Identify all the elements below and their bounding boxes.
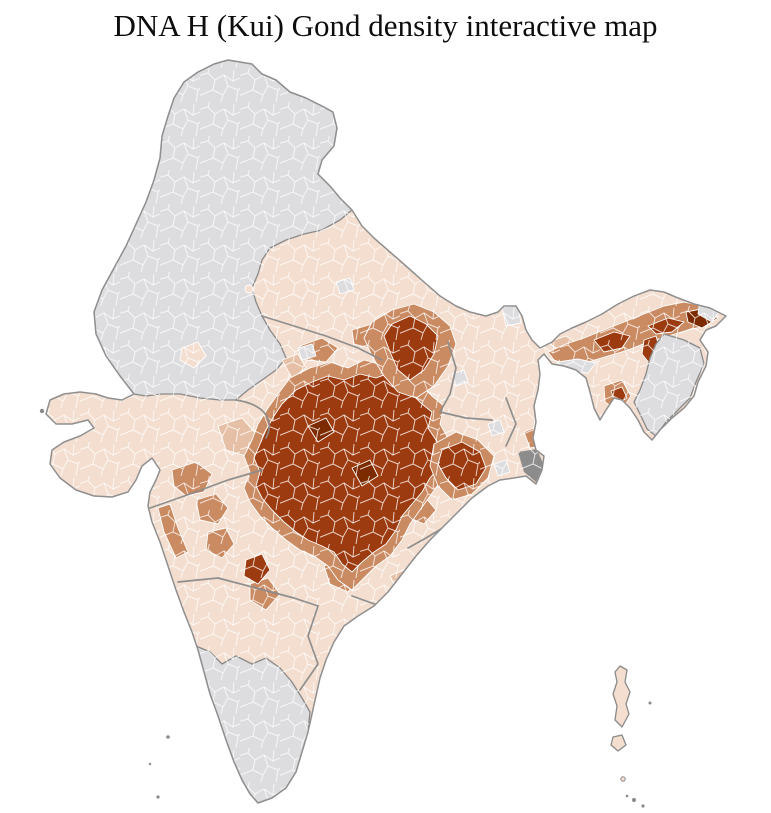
map-title: DNA H (Kui) Gond density interactive map — [113, 8, 658, 43]
island-dot — [39, 408, 45, 414]
islands — [39, 408, 652, 808]
region-andaman-main[interactable] — [612, 665, 631, 728]
district-mesh-overlay — [46, 60, 726, 803]
island-dot — [632, 798, 636, 802]
state-borders — [149, 315, 517, 691]
island-dot — [648, 701, 652, 705]
island-dot — [148, 762, 152, 766]
island-dot — [156, 795, 160, 799]
region-nicobar-dot[interactable] — [620, 776, 626, 782]
island-dot — [625, 794, 629, 798]
region-andaman-round[interactable] — [610, 734, 627, 752]
india-country-outline — [45, 59, 727, 804]
island-dot — [166, 735, 170, 739]
island-dot — [641, 804, 645, 808]
